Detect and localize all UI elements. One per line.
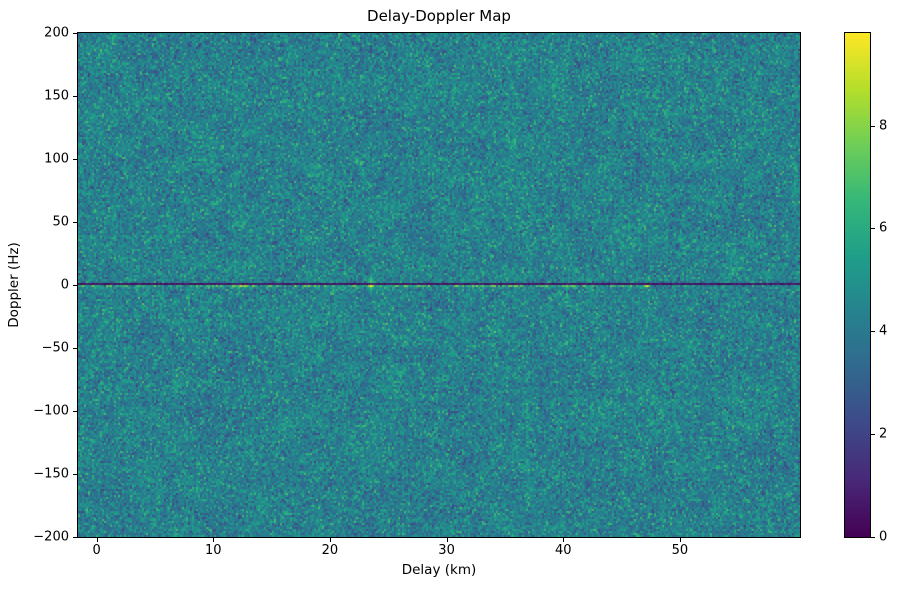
x-tick-label: 20 <box>321 543 339 558</box>
colorbar-tick-mark <box>871 434 875 436</box>
x-tick-label: 10 <box>205 543 222 558</box>
colorbar-tick-label: 4 <box>879 323 888 339</box>
x-tick-mark <box>679 538 681 542</box>
x-tick-label: 0 <box>92 543 101 558</box>
colorbar-tick-mark <box>871 331 875 333</box>
x-tick-label: 40 <box>554 543 572 558</box>
colorbar-tick-label: 6 <box>879 220 888 236</box>
y-tick-label: −100 <box>33 403 69 419</box>
y-tick-mark <box>73 537 77 538</box>
x-tick-mark <box>329 538 331 542</box>
colorbar-tick-label: 8 <box>879 118 888 134</box>
x-tick-mark <box>96 538 98 542</box>
y-tick-label: 100 <box>44 151 69 167</box>
y-tick-mark <box>73 96 77 97</box>
y-tick-label: −50 <box>41 340 69 356</box>
x-tick-label: 50 <box>671 543 689 558</box>
colorbar-tick-label: 2 <box>879 426 888 442</box>
y-tick-mark <box>73 474 77 475</box>
colorbar-tick-mark <box>871 228 875 230</box>
x-tick-label: 30 <box>438 543 455 558</box>
y-tick-label: 150 <box>44 88 69 104</box>
y-tick-mark <box>73 348 77 349</box>
y-tick-mark <box>73 411 77 412</box>
y-tick-label: −200 <box>33 529 69 545</box>
x-tick-mark <box>213 538 215 542</box>
colorbar-tick-label: 0 <box>879 529 888 545</box>
x-axis-label: Delay (km) <box>401 562 477 578</box>
y-tick-label: 50 <box>52 214 69 230</box>
heatmap-plot <box>77 32 801 538</box>
x-tick-mark <box>563 538 565 542</box>
colorbar-tick-mark <box>871 537 875 538</box>
y-tick-label: −150 <box>33 466 69 482</box>
x-tick-mark <box>446 538 448 542</box>
colorbar-tick-mark <box>871 125 875 127</box>
chart-title: Delay-Doppler Map <box>367 7 511 25</box>
y-tick-mark <box>73 33 77 34</box>
y-tick-mark <box>73 222 77 223</box>
y-tick-mark <box>73 159 77 160</box>
colorbar <box>844 32 871 538</box>
y-tick-label: 0 <box>60 277 69 293</box>
heatmap-canvas <box>78 33 800 537</box>
colorbar-canvas <box>845 33 870 537</box>
y-tick-mark <box>73 285 77 286</box>
y-tick-label: 200 <box>44 25 69 41</box>
